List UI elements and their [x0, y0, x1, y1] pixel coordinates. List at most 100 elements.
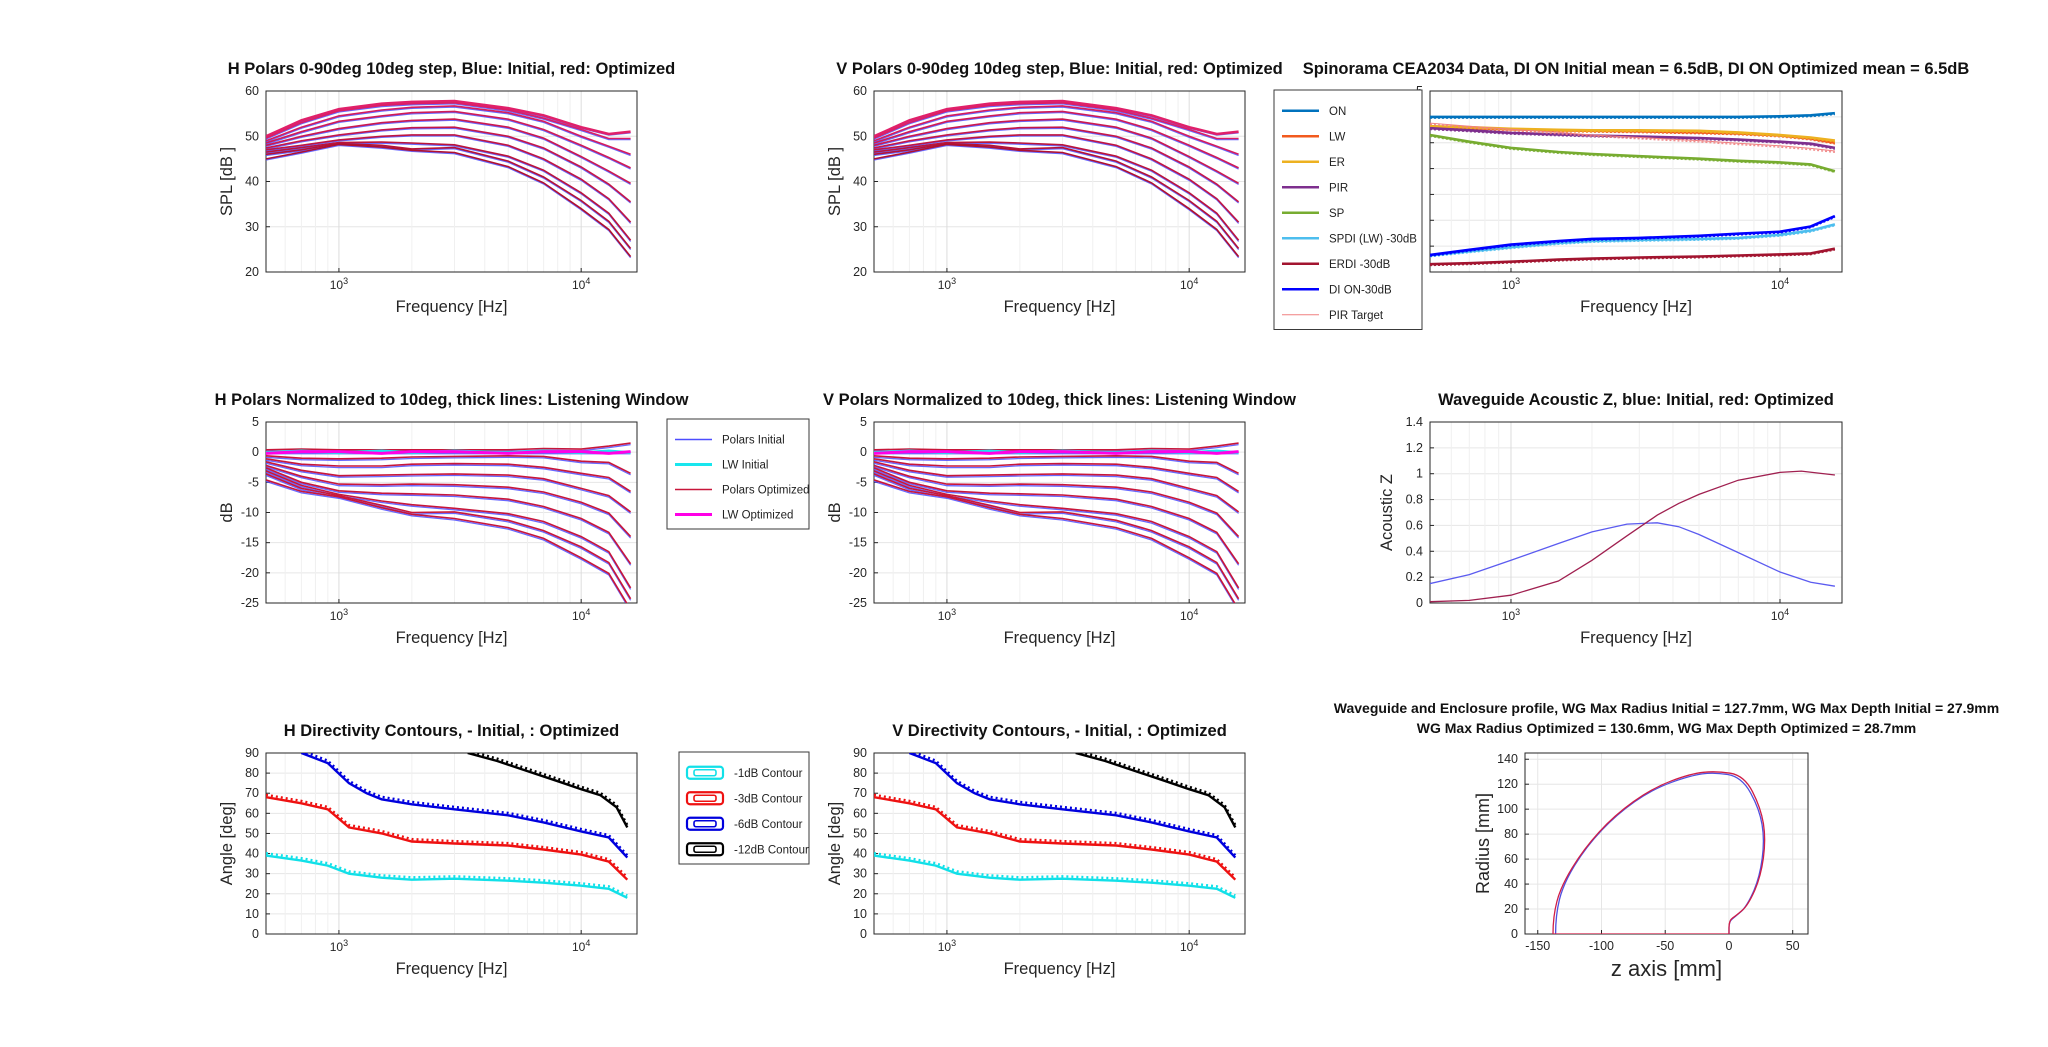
- x-tick-label: 103: [1502, 276, 1520, 292]
- series-70deg-optimized: [874, 470, 1240, 589]
- x-axis-label: Frequency [Hz]: [1004, 629, 1116, 647]
- plot-background: [1525, 753, 1808, 934]
- legend-label: -12dB Contour: [734, 844, 809, 856]
- series-50deg-optimized: [874, 464, 1240, 538]
- y-axis-label: SPL [dB ]: [826, 147, 844, 216]
- series-60deg-optimized: [266, 134, 632, 223]
- ch-h-polars-series: [266, 99, 632, 259]
- chart-title: Spinorama CEA2034 Data, DI ON Initial me…: [1303, 60, 1970, 78]
- y-tick-label: 20: [853, 265, 867, 279]
- series-ON-optimized: [1430, 111, 1836, 119]
- series-80deg-optimized: [266, 473, 632, 600]
- series-60deg-initial: [874, 135, 1240, 224]
- series-lw-optimized: [874, 450, 1239, 455]
- legend-swatch-inner: [693, 845, 717, 854]
- legend-swatch-inner: [693, 819, 717, 828]
- plot-frame: [1429, 421, 1843, 604]
- series--3dB Contour-optimized: [874, 793, 1237, 879]
- legend-label: LW: [1329, 131, 1346, 143]
- chart-title: H Polars 0-90deg 10deg step, Blue: Initi…: [228, 60, 675, 78]
- legend-label: LW Initial: [722, 460, 768, 472]
- series-PIR-optimized: [1430, 126, 1836, 150]
- x-tick-base: 10: [330, 609, 344, 623]
- legend-label: PIR Target: [1329, 310, 1384, 322]
- y-tick-label: -5: [248, 475, 259, 489]
- y-tick-label: 0: [252, 445, 259, 459]
- y-tick-label: 90: [853, 746, 867, 760]
- x-tick-base: 10: [330, 940, 344, 954]
- y-tick-label: 0.2: [1406, 570, 1423, 584]
- series-90deg-optimized: [874, 143, 1240, 258]
- y-tick-label: 60: [853, 806, 867, 820]
- legend-label: -6dB Contour: [734, 819, 803, 831]
- y-tick-label: 50: [245, 826, 259, 840]
- x-tick-exponent: 4: [1784, 276, 1789, 286]
- y-tick-label: 10: [853, 907, 867, 921]
- y-axis-label: SPL [dB ]: [218, 147, 236, 216]
- series-80deg-optimized: [874, 142, 1240, 250]
- y-tick-label: -20: [849, 566, 867, 580]
- legend-swatch-inner: [693, 794, 717, 803]
- series-40deg-optimized: [266, 461, 632, 513]
- legend-contours: -1dB Contour -3dB Contour -6dB Contour -12d…: [678, 751, 810, 865]
- y-tick-label: 1.2: [1406, 441, 1423, 455]
- y-tick-label: 1.4: [1406, 415, 1423, 429]
- y-tick-label: 120: [1497, 777, 1518, 791]
- series-90deg-initial: [874, 144, 1240, 259]
- y-tick-label: 90: [245, 746, 259, 760]
- series-50deg-optimized: [874, 126, 1240, 203]
- series-90deg-initial: [266, 480, 627, 603]
- x-tick-exponent: 3: [343, 938, 348, 948]
- series--6dB Contour-initial: [300, 753, 629, 859]
- y-tick-label: 40: [853, 175, 867, 189]
- series-50deg-initial: [874, 466, 1240, 539]
- y-tick-label: 1: [1416, 467, 1423, 481]
- legend-label: SP: [1329, 208, 1345, 220]
- x-tick-label: 104: [1771, 276, 1789, 292]
- ch-v-contours-series: [874, 753, 1237, 899]
- legend-swatch-outer: [685, 816, 725, 831]
- y-tick-label: 50: [853, 826, 867, 840]
- y-tick-label: 0.4: [1406, 544, 1423, 558]
- x-tick-base: 10: [1502, 609, 1516, 623]
- series-50deg-initial: [874, 127, 1240, 204]
- y-tick-label: 0: [1416, 596, 1423, 610]
- y-tick-label: 0.6: [1406, 518, 1423, 532]
- legend-label: PIR: [1329, 182, 1348, 194]
- ch-spinorama-series: [1430, 111, 1836, 267]
- series-ERDI -30dB-optimized: [1430, 247, 1836, 266]
- chart-title-line2: WG Max Radius Optimized = 130.6mm, WG Ma…: [1417, 720, 1916, 736]
- series-50deg-initial: [266, 127, 632, 204]
- y-tick-label: 100: [1497, 802, 1518, 816]
- x-tick-label: 103: [938, 276, 956, 292]
- y-tick-label: 80: [853, 766, 867, 780]
- series-80deg-optimized: [266, 142, 632, 250]
- y-tick-label: 40: [853, 847, 867, 861]
- series-90deg-optimized: [266, 479, 628, 603]
- series-10deg-initial: [266, 103, 631, 141]
- y-tick-label: 80: [1504, 827, 1518, 841]
- series--6dB Contour-optimized: [912, 753, 1237, 857]
- legend-label: ON: [1329, 106, 1346, 118]
- series--1dB Contour-initial: [266, 854, 628, 899]
- series-10deg-optimized: [874, 101, 1239, 140]
- y-tick-label: 70: [853, 786, 867, 800]
- legend-swatch-outer: [685, 791, 725, 806]
- x-tick-label: -100: [1589, 939, 1614, 953]
- legend-frame: [678, 751, 810, 865]
- y-tick-label: 20: [853, 887, 867, 901]
- chart-title: V Directivity Contours, - Initial, : Opt…: [892, 722, 1227, 740]
- series-30deg-optimized: [874, 110, 1239, 169]
- legend-label: Polars Optimized: [722, 485, 810, 497]
- ch-acoustic-z-series: [1430, 470, 1836, 603]
- ch-h-norm-series: [266, 442, 632, 603]
- chart-title: Waveguide and Enclosure profile, WG Max …: [1334, 700, 1999, 716]
- y-tick-label: 0: [860, 927, 867, 941]
- series-70deg-optimized: [874, 141, 1240, 241]
- x-tick-label: 103: [938, 938, 956, 954]
- series-20deg-optimized: [874, 105, 1239, 156]
- y-tick-label: 50: [853, 129, 867, 143]
- y-tick-label: 50: [245, 129, 259, 143]
